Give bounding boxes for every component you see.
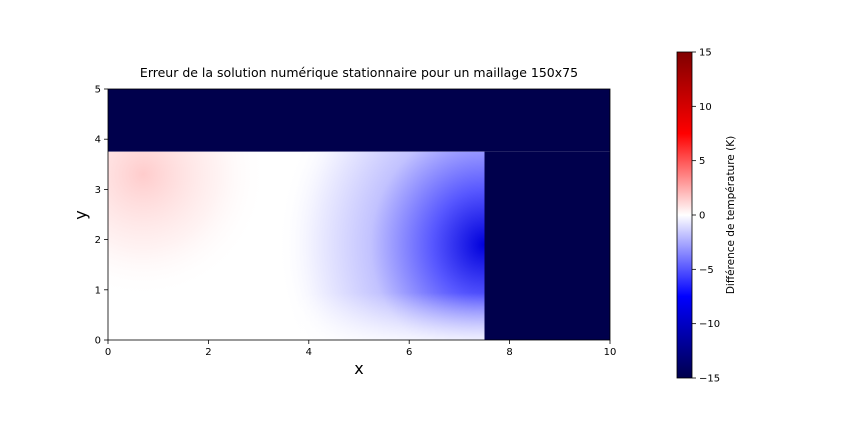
x-tick-label: 2 xyxy=(205,347,211,358)
y-axis: 0 1 2 3 4 5 xyxy=(95,85,108,347)
colorbar-label: Différence de température (K) xyxy=(725,136,737,294)
x-tick-label: 4 xyxy=(306,347,312,358)
chart-title: Erreur de la solution numérique stationn… xyxy=(140,65,578,80)
solid-region-top xyxy=(108,89,610,152)
colorbar-tick-label: 0 xyxy=(699,211,705,222)
y-tick-label: 1 xyxy=(95,285,101,296)
colorbar-tick-label: 10 xyxy=(699,102,712,113)
x-axis: 0 2 4 6 8 10 xyxy=(105,340,617,358)
colorbar-tick-label: −15 xyxy=(699,374,720,385)
x-tick-label: 8 xyxy=(506,347,512,358)
colorbar-ticks: −15 −10 −5 0 5 10 15 xyxy=(692,48,720,385)
colorbar-tick-label: 15 xyxy=(699,48,712,59)
y-tick-label: 3 xyxy=(95,185,101,196)
solid-region-right xyxy=(484,151,610,340)
y-tick-label: 2 xyxy=(95,235,101,246)
x-tick-label: 10 xyxy=(604,347,617,358)
plot-area xyxy=(107,88,611,341)
colorbar-tick-label: −5 xyxy=(699,265,714,276)
bottom-fade xyxy=(108,151,485,340)
y-axis-label: y xyxy=(71,210,90,219)
colorbar-fill xyxy=(677,52,692,378)
plot-frame xyxy=(107,88,611,341)
x-tick-label: 0 xyxy=(105,347,111,358)
colorbar: −15 −10 −5 0 5 10 15 Différence de température… xyxy=(676,48,737,385)
x-axis-label: x xyxy=(354,359,363,378)
x-tick-label: 6 xyxy=(406,347,412,358)
y-tick-label: 0 xyxy=(95,336,101,347)
y-tick-label: 4 xyxy=(95,135,101,146)
colorbar-tick-label: −10 xyxy=(699,319,720,330)
y-tick-label: 5 xyxy=(95,85,101,96)
heatmap-regions xyxy=(108,89,610,340)
colorbar-tick-label: 5 xyxy=(699,156,705,167)
